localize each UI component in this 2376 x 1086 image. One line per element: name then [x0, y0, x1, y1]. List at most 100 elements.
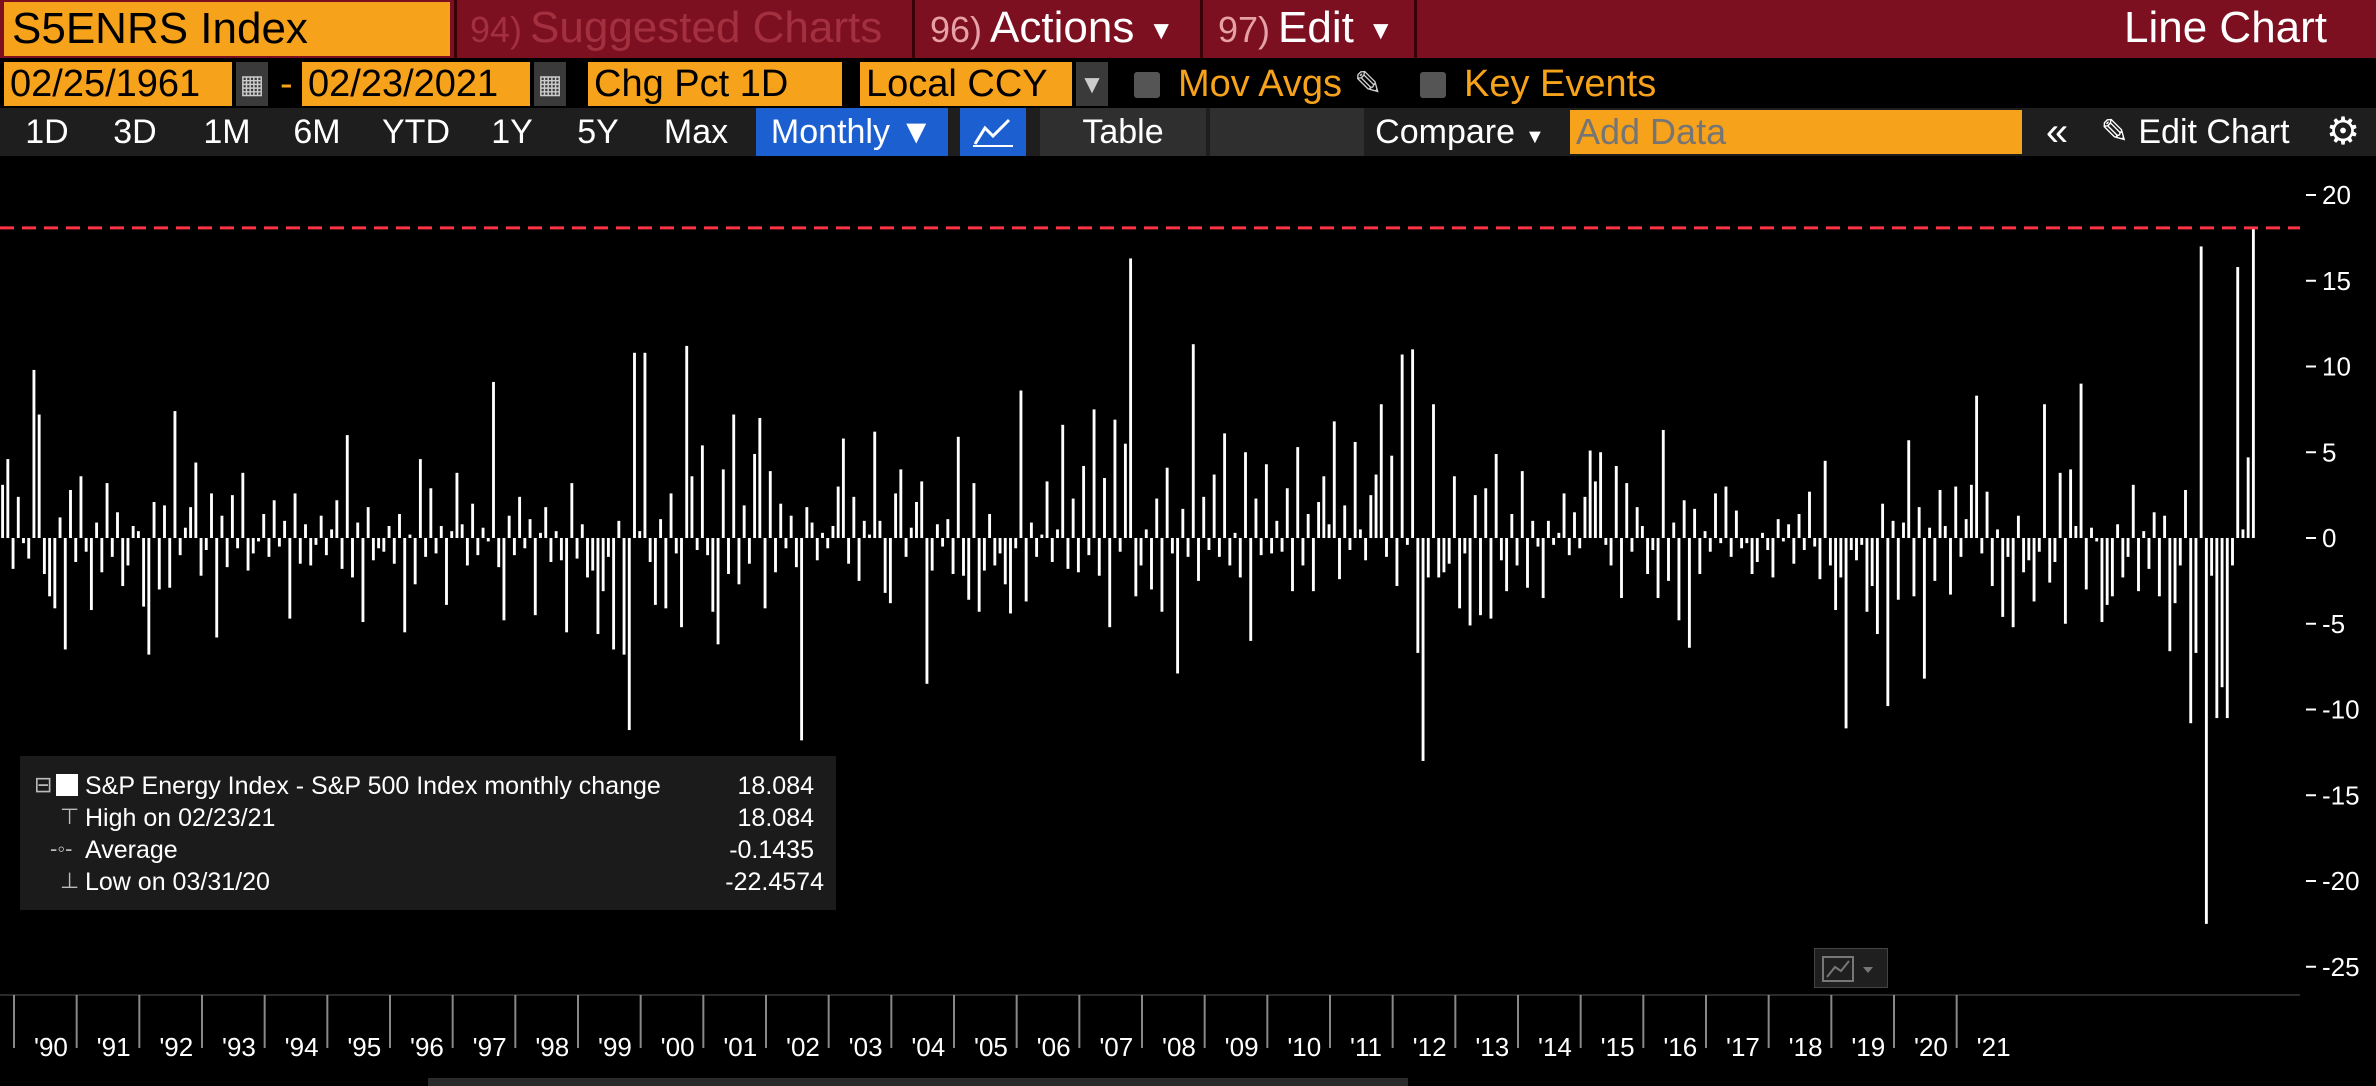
edit-number: 97) — [1218, 9, 1271, 50]
actions-menu[interactable]: 96) Actions ▼ — [930, 0, 1174, 58]
bar — [680, 538, 683, 628]
bar — [152, 501, 156, 539]
bar — [1066, 538, 1070, 569]
bar — [2251, 227, 2255, 538]
bar — [841, 438, 845, 538]
chart-type-mini-button[interactable] — [1814, 948, 1888, 988]
bar — [382, 538, 386, 552]
bar — [2121, 538, 2125, 578]
bar — [2001, 538, 2005, 617]
bar — [591, 538, 595, 571]
bar — [1907, 440, 1911, 538]
ticker-field[interactable]: S5ENRS Index — [4, 2, 450, 56]
bar — [1311, 538, 1315, 592]
blank-button[interactable] — [1210, 108, 1364, 156]
y-tick-label: 15 — [2322, 266, 2351, 296]
bar — [1771, 538, 1775, 578]
range-3d-button[interactable]: 3D — [113, 113, 157, 151]
bar — [84, 538, 88, 552]
y-tick-label: 5 — [2322, 437, 2336, 467]
bar — [1338, 538, 1341, 580]
horizontal-scrollbar[interactable] — [428, 1078, 1408, 1086]
range-5y-button[interactable]: 5Y — [577, 113, 619, 151]
key-events-checkbox[interactable] — [1420, 72, 1446, 98]
x-tick-label: '92 — [159, 1032, 193, 1062]
edit-menu[interactable]: 97) Edit ▼ — [1218, 0, 1394, 58]
legend-series-row[interactable]: ⊟ S&P Energy Index - S&P 500 Index month… — [20, 772, 836, 802]
bar — [1787, 524, 1791, 538]
bar — [173, 411, 177, 538]
range-max-button[interactable]: Max — [663, 113, 729, 151]
calendar-icon[interactable]: ▦ — [236, 62, 268, 106]
period-select[interactable]: Monthly ▼ — [756, 108, 948, 156]
mov-avgs-checkbox[interactable] — [1134, 72, 1160, 98]
bar — [1348, 538, 1352, 550]
bar — [1050, 538, 1054, 563]
bar — [1792, 538, 1796, 564]
range-6m-button[interactable]: 6M — [293, 113, 341, 151]
bar — [1985, 491, 1989, 538]
chevron-down-icon[interactable]: ▼ — [1076, 62, 1108, 106]
range-ytd-button[interactable]: YTD — [382, 113, 450, 151]
bar — [1562, 493, 1566, 538]
gear-icon[interactable]: ⚙ — [2325, 111, 2361, 153]
bar — [1385, 538, 1388, 557]
field-select[interactable]: Chg Pct 1D — [588, 62, 842, 106]
bar — [1395, 538, 1399, 587]
y-axis: 20 15 10 5 0 -5 -10 -15 -20 -25 — [2306, 180, 2360, 982]
bar — [1922, 538, 1926, 679]
currency-select[interactable]: Local CCY — [860, 62, 1072, 106]
bar — [330, 529, 334, 538]
collapse-icon[interactable]: ⊟ — [34, 772, 53, 797]
calendar-icon[interactable]: ▦ — [534, 62, 566, 106]
range-1d-button[interactable]: 1D — [25, 113, 69, 151]
bar — [612, 538, 616, 650]
range-1m-button[interactable]: 1M — [203, 113, 251, 151]
end-date-field[interactable]: 02/23/2021 — [302, 62, 530, 106]
bar — [1494, 453, 1498, 538]
collapse-left-icon[interactable]: « — [2045, 110, 2069, 154]
bar — [1405, 538, 1409, 545]
bar — [1714, 493, 1717, 538]
x-tick-label: '02 — [786, 1032, 820, 1062]
legend-average-row: -◦- Average -0.1435 — [20, 836, 836, 866]
x-tick-label: '05 — [974, 1032, 1008, 1062]
bar — [2090, 527, 2093, 538]
bar — [685, 345, 689, 538]
bar — [1729, 538, 1733, 557]
bar — [1959, 538, 1963, 557]
bar — [398, 513, 401, 538]
bar — [2063, 538, 2067, 624]
bar — [1677, 538, 1681, 621]
y-tick-label: -15 — [2322, 780, 2360, 810]
pencil-icon[interactable]: ✎ — [1354, 65, 1383, 103]
bar — [1249, 538, 1253, 641]
bar — [852, 496, 856, 538]
bar — [737, 538, 741, 585]
bar — [283, 520, 287, 538]
bar — [648, 538, 652, 563]
edit-chart-button[interactable]: ✎ Edit Chart — [2088, 108, 2302, 156]
suggested-charts-label: Suggested Charts — [530, 3, 883, 52]
table-button[interactable]: Table — [1040, 108, 1206, 156]
bar — [366, 507, 370, 538]
bar — [1703, 531, 1707, 538]
bar — [225, 538, 229, 568]
start-date-field[interactable]: 02/25/1961 — [4, 62, 232, 106]
bar — [1881, 503, 1885, 538]
add-data-input[interactable] — [1570, 110, 2022, 154]
range-1y-button[interactable]: 1Y — [491, 113, 533, 151]
suggested-charts-menu[interactable]: 94) Suggested Charts — [470, 0, 882, 58]
bar — [304, 524, 307, 538]
bar — [2048, 538, 2052, 583]
bar — [2105, 538, 2109, 605]
bar — [2116, 524, 2120, 538]
bar — [1301, 538, 1305, 566]
bar — [1452, 476, 1456, 538]
bar — [429, 488, 433, 538]
compare-menu[interactable]: Compare ▼ — [1368, 108, 1552, 156]
line-chart-icon[interactable] — [960, 108, 1026, 156]
bar — [1003, 538, 1007, 585]
bar — [58, 517, 62, 538]
bar — [1040, 534, 1044, 538]
